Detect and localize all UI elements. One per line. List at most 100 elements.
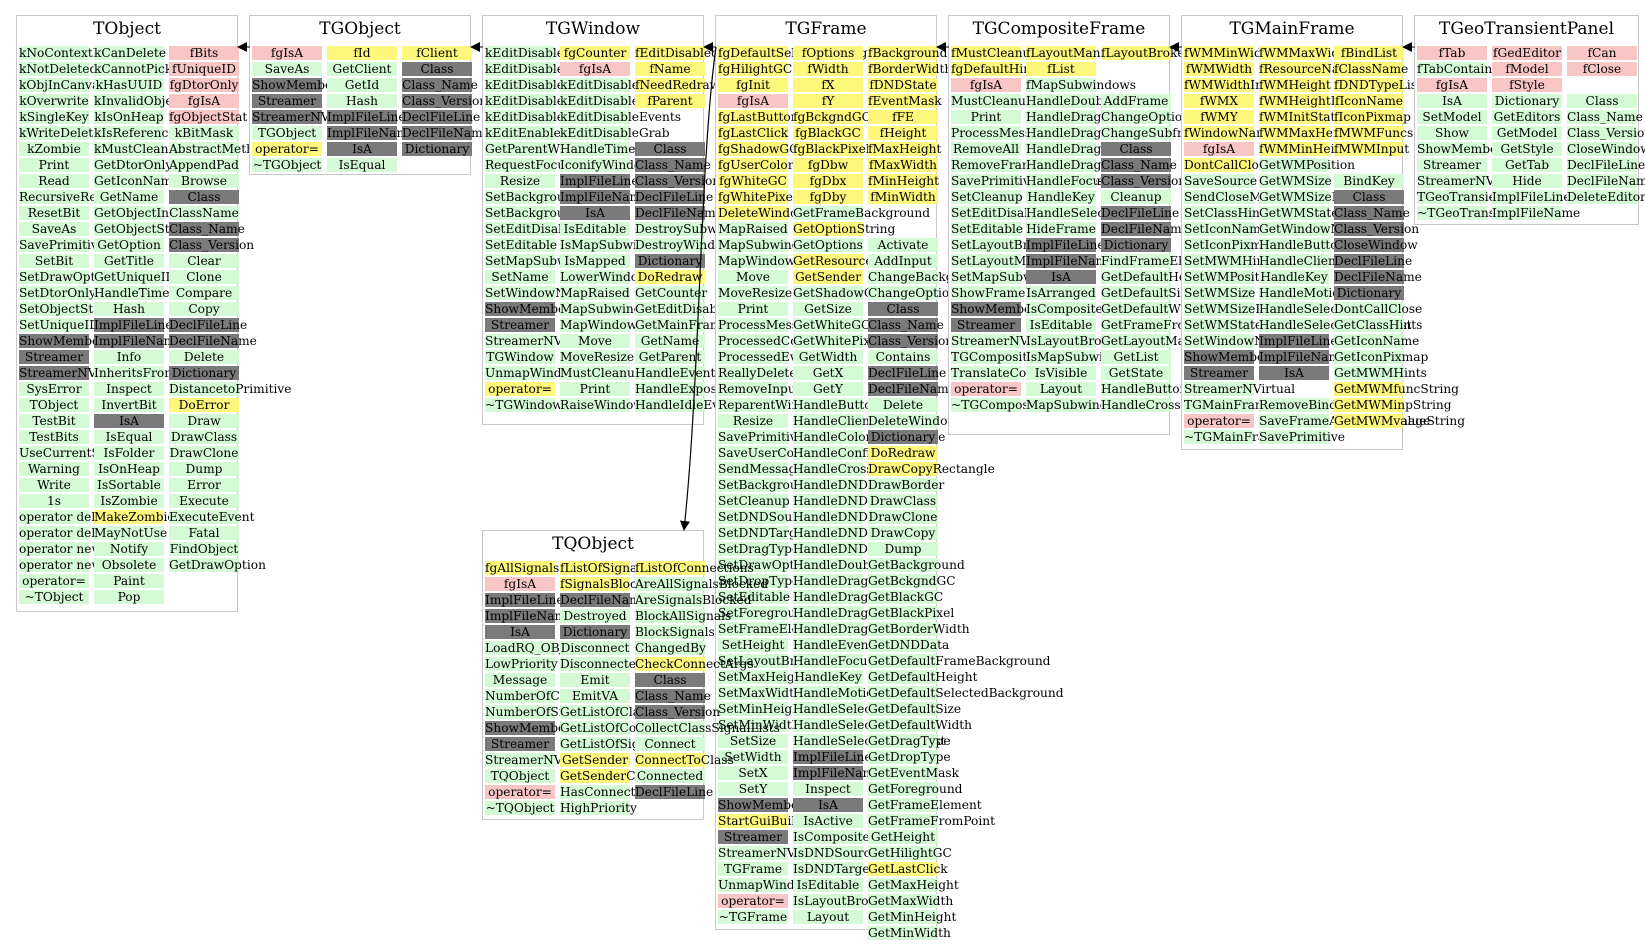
- member-getdefaultwidth: GetDefaultWidth: [1101, 302, 1206, 316]
- class-title: TQObject: [552, 534, 634, 554]
- member-fmwminput: fMWMInput: [1334, 142, 1410, 156]
- member-resize: Resize: [485, 174, 555, 188]
- member-handleselectionrequest: HandleSelectionRequest: [793, 734, 946, 748]
- member-declfileline: DeclFileLine: [169, 318, 248, 332]
- member-setmaxwidth: SetMaxWidth: [718, 686, 802, 700]
- member-handledragenter: HandleDragEnter: [793, 590, 904, 604]
- member-seticonpixmap: SetIconPixmap: [1184, 238, 1277, 252]
- class-title: TGeoTransientPanel: [1438, 19, 1615, 39]
- member-operator: operator=: [485, 382, 555, 396]
- member-handledragmotion: HandleDragMotion: [1026, 158, 1146, 172]
- member-setmwmhints: SetMWMHints: [1184, 254, 1276, 268]
- member-getframebackground: GetFrameBackground: [793, 206, 931, 220]
- member-fclassname: fClassName: [1334, 62, 1409, 76]
- member-getwhitepixel: GetWhitePixel: [793, 334, 882, 348]
- member-declfileline: DeclFileLine: [635, 785, 714, 799]
- class-title: TGObject: [319, 19, 401, 39]
- member-dictionary: Dictionary: [1492, 94, 1562, 108]
- member-setwmsizehints: SetWMSizeHints: [1184, 302, 1289, 316]
- member-declfileline: DeclFileLine: [1101, 206, 1180, 220]
- member-handlebutton: HandleButton: [1101, 382, 1188, 396]
- member-handledndposition: HandleDNDPosition: [793, 542, 918, 556]
- class-box-tgframe: TGFrame fgDefaultSelectedBackground fgHili…: [715, 15, 1064, 940]
- member-showmembers: ShowMembers: [1184, 350, 1277, 364]
- member-setdragtype: SetDragType: [718, 542, 800, 556]
- member-dump: Dump: [169, 462, 239, 476]
- member-handleclientmessage: HandleClientMessage: [793, 414, 930, 428]
- member-fmustcleanup: fMustCleanup: [951, 46, 1039, 60]
- member-fgdbw: fgDbw: [793, 158, 863, 172]
- member-getid: GetId: [327, 78, 397, 92]
- member-savesource: SaveSource: [1184, 174, 1258, 188]
- class-title: TGMainFrame: [1229, 19, 1355, 39]
- member-mapwindow: MapWindow: [560, 318, 638, 332]
- member-getdefaultframebackground: GetDefaultFrameBackground: [868, 654, 1051, 668]
- member-handleselection: HandleSelection: [1259, 302, 1362, 316]
- member-tgcompositeframe: ~TGCompositeFrame: [951, 398, 1086, 412]
- member-handleevent: HandleEvent: [793, 638, 874, 652]
- member-drawclass: DrawClass: [868, 494, 938, 508]
- member-isequal: IsEqual: [94, 430, 164, 444]
- member-operator: operator=: [1184, 414, 1254, 428]
- member-getmwmhints: GetMWMHints: [1334, 366, 1427, 380]
- member-read: Read: [19, 174, 89, 188]
- member-showmembers: ShowMembers: [252, 78, 345, 92]
- member-getframefrompoint: GetFrameFromPoint: [868, 814, 996, 828]
- member-setname: SetName: [485, 270, 555, 284]
- member-warning: Warning: [19, 462, 89, 476]
- member-empty: [1101, 78, 1171, 92]
- member-fgdefaultselectedbackground: fgDefaultSelectedBackground: [718, 46, 904, 60]
- member-fgisa: fgIsA: [1417, 78, 1487, 92]
- member-class-version: Class_Version: [1567, 126, 1645, 140]
- member-getmaxwidth: GetMaxWidth: [868, 894, 954, 908]
- member-fwmy: fWMY: [1184, 110, 1254, 124]
- member-isequal: IsEqual: [327, 158, 397, 172]
- member-setwidth: SetWidth: [718, 750, 788, 764]
- member-seteditable: SetEditable: [718, 590, 791, 604]
- member-fwindowname: fWindowName: [1184, 126, 1275, 140]
- member-connect: Connect: [635, 737, 705, 751]
- member-setdrawoption: SetDrawOption: [718, 558, 814, 572]
- member-drawcopyrectangle: DrawCopyRectangle: [868, 462, 995, 476]
- member-fwmminwidth: fWMMinWidth: [1184, 46, 1275, 60]
- member-handledragenter: HandleDragEnter: [1026, 126, 1137, 140]
- member-geteditdisabled: GetEditDisabled: [635, 302, 737, 316]
- member-ismapped: IsMapped: [560, 254, 630, 268]
- member-showmembers: ShowMembers: [19, 334, 112, 348]
- member-connected: Connected: [635, 769, 705, 783]
- member-syserror: SysError: [19, 382, 89, 396]
- member-getminheight: GetMinHeight: [868, 910, 957, 924]
- member-mustcleanup: MustCleanup: [951, 94, 1034, 108]
- member-handledragdrop: HandleDragDrop: [1026, 110, 1133, 124]
- member-move: Move: [560, 334, 630, 348]
- member-knotdeleted: kNotDeleted: [19, 62, 98, 76]
- member-fwmwidth: fWMWidth: [1184, 62, 1254, 76]
- member-getmwmfuncstring: GetMWMfuncString: [1334, 382, 1459, 396]
- member-execute: Execute: [169, 494, 239, 508]
- member-implfileline: ImplFileLine: [793, 750, 872, 764]
- member-iconifywindow: IconifyWindow: [560, 158, 652, 172]
- member-getclient: GetClient: [327, 62, 397, 76]
- member-mapwindow: MapWindow: [718, 254, 796, 268]
- member-knocontextmenu: kNoContextMenu: [19, 46, 129, 60]
- member-executeevent: ExecuteEvent: [169, 510, 255, 524]
- member-tgmainframe: TGMainFrame: [1184, 398, 1274, 412]
- member-declfileline: DeclFileLine: [1567, 158, 1645, 172]
- member-fgbckgndgc: fgBckgndGC: [793, 110, 871, 124]
- member-removeall: RemoveAll: [951, 142, 1021, 156]
- member-class-name: Class_Name: [169, 222, 245, 236]
- member-dontcallclose: DontCallClose: [1334, 302, 1423, 316]
- member-setbackgroundcolor: SetBackgroundColor: [718, 478, 848, 492]
- member-ftabcontainer: fTabContainer: [1417, 62, 1506, 76]
- member-getcounter: GetCounter: [635, 286, 708, 300]
- member-inheritsfrom: InheritsFrom: [94, 366, 176, 380]
- member-getdefaultsize: GetDefaultSize: [868, 702, 962, 716]
- member-gethilightgc: GetHilightGC: [868, 846, 952, 860]
- member-fglastclick: fgLastClick: [718, 126, 789, 140]
- member-cleanup: Cleanup: [1101, 190, 1171, 204]
- member-streamernvirtual: StreamerNVirtual: [19, 366, 131, 380]
- member-getlistofconnections: GetListOfConnections: [560, 721, 697, 735]
- member-isa: IsA: [1259, 366, 1329, 380]
- member-dictionary: Dictionary: [402, 142, 472, 156]
- member-tgwindow: TGWindow: [485, 350, 555, 364]
